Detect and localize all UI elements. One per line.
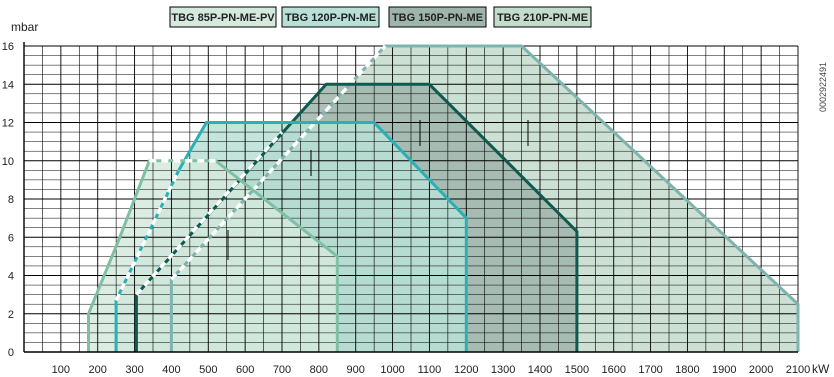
x-tick-label: 600 [236, 364, 254, 376]
line-tbg-85p-pn-me-pv [87, 159, 339, 352]
x-tick-label: 200 [89, 364, 107, 376]
x-tick-label: 1400 [528, 364, 552, 376]
dash-gap-tbg-150p-pn-me [135, 130, 284, 296]
series-lines [87, 44, 800, 352]
x-tick-label: 800 [310, 364, 328, 376]
x-tick-label: 500 [199, 364, 217, 376]
document-code: 0002922491 [818, 62, 828, 112]
line-tbg-120p-pn-me [114, 121, 468, 352]
x-tick-label: 400 [162, 364, 180, 376]
x-tick-label: 1900 [712, 364, 736, 376]
line-tbg-150p-pn-me [134, 82, 579, 352]
x-tick-label: 100 [52, 364, 70, 376]
y-tick-label: 0 [8, 347, 14, 359]
y-tick-label: 4 [8, 271, 14, 283]
dash-gap-tbg-120p-pn-me [114, 169, 181, 302]
x-tick-label: 1600 [601, 364, 625, 376]
legend-box-tbg-210p-pn-me [493, 6, 592, 28]
legend-label-tbg-85p-pn-me-pv: TBG 85P-PN-ME-PV [171, 12, 275, 24]
legend-label-tbg-210p-pn-me: TBG 210P-PN-ME [497, 12, 588, 24]
x-axis-label: kW [812, 362, 830, 376]
dash-gap-tbg-210p-pn-me [170, 44, 387, 281]
x-tick-label: 1800 [675, 364, 699, 376]
legend-box-tbg-120p-pn-me [281, 6, 380, 28]
x-tick-label: 1700 [638, 364, 662, 376]
axes: 0 2 4 6 8 10 12 14 16 100 200 300 400 500 600 700 800 900… [2, 41, 810, 376]
y-tick-label: 14 [2, 79, 14, 91]
x-tick-label: 1500 [565, 364, 589, 376]
y-tick-label: 10 [2, 156, 14, 168]
y-axis-label: mbar [11, 20, 38, 34]
x-tick-label: 2100 [786, 364, 810, 376]
x-tick-label: 1000 [380, 364, 404, 376]
y-tick-label: 8 [8, 194, 14, 206]
x-tick-label: 900 [347, 364, 365, 376]
line-tbg-210p-pn-me [169, 44, 800, 352]
legend-label-tbg-120p-pn-me: TBG 120P-PN-ME [285, 12, 376, 24]
legend-box-tbg-150p-pn-me [388, 6, 487, 28]
y-tick-label: 2 [8, 309, 14, 321]
x-tick-label: 2000 [749, 364, 773, 376]
y-tick-label: 16 [2, 41, 14, 53]
x-tick-label: 1100 [418, 364, 442, 376]
legend-label-tbg-150p-pn-me: TBG 150P-PN-ME [392, 12, 483, 24]
legend: TBG 85P-PN-ME-PV TBG 120P-PN-ME TBG 150P-P… [169, 6, 592, 260]
x-tick-label: 300 [125, 364, 143, 376]
legend-box-tbg-85p-pn-me-pv [169, 6, 277, 28]
x-tick-label: 700 [273, 364, 291, 376]
y-tick-label: 12 [2, 118, 14, 130]
x-tick-label: 1300 [491, 364, 515, 376]
y-tick-label: 6 [8, 232, 14, 244]
x-tick-label: 1200 [454, 364, 478, 376]
